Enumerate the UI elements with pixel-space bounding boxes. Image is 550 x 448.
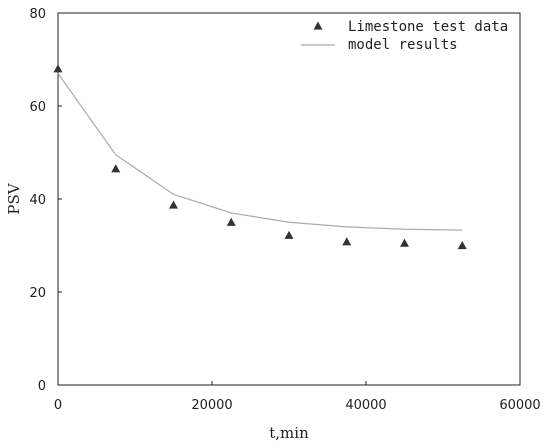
test-data-point <box>111 164 121 173</box>
x-tick-label: 0 <box>54 398 62 413</box>
legend-label: model results <box>348 37 458 53</box>
test-data-point <box>169 200 178 209</box>
y-tick-label: 80 <box>29 7 46 22</box>
y-tick-label: 40 <box>29 193 46 208</box>
x-tick-label: 40000 <box>345 398 386 413</box>
test-data-point <box>342 237 352 246</box>
plot-frame <box>57 12 521 386</box>
test-data-point <box>226 217 236 226</box>
legend-triangle-marker <box>313 21 323 30</box>
y-tick-label: 60 <box>29 100 46 115</box>
y-axis-label: PSV <box>5 182 23 214</box>
test-data-point <box>400 238 409 247</box>
x-axis-label: t,min <box>269 424 309 442</box>
x-tick-label: 60000 <box>499 398 540 413</box>
y-tick-label: 20 <box>29 286 46 301</box>
test-data-point <box>284 230 294 239</box>
model-results-line <box>57 73 463 231</box>
y-tick-label: 0 <box>38 379 46 394</box>
x-tick-label: 20000 <box>191 398 232 413</box>
legend-label: Limestone test data <box>348 19 508 35</box>
test-data-point <box>457 241 467 250</box>
test-data-point <box>53 64 63 73</box>
